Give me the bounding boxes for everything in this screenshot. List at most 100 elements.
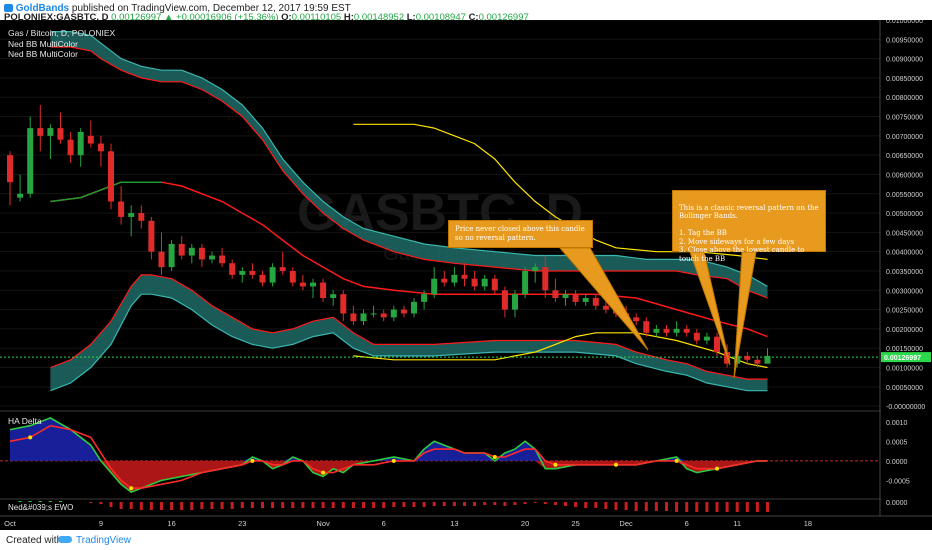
- price-change: +0.00016906 (+15.36%): [176, 12, 279, 23]
- ewo-bar: [109, 502, 113, 507]
- tradingview-brand[interactable]: TradingView: [76, 535, 132, 546]
- bb-middle-line-green: [50, 181, 162, 203]
- legend-indicator-2[interactable]: Ned BB MultiColor: [8, 49, 78, 59]
- candle-body: [178, 243, 185, 256]
- ewo-bar: [149, 502, 153, 510]
- candle-body: [380, 313, 387, 318]
- ha-cross-marker: [674, 458, 679, 463]
- candle-body: [289, 270, 296, 283]
- price-tick-label: 0.00900000: [886, 57, 923, 64]
- ewo-bar: [99, 502, 103, 504]
- candle-body: [714, 336, 720, 353]
- ewo-bar: [271, 502, 275, 508]
- ha-delta-title: HA Delta: [8, 416, 42, 426]
- candle-body: [168, 243, 175, 268]
- candle-body: [471, 278, 478, 287]
- ewo-bar: [281, 502, 285, 508]
- chart-header: GoldBands published on TradingView.com, …: [0, 0, 932, 23]
- ewo-bar: [533, 502, 537, 503]
- time-tick-label: Nov: [316, 519, 330, 528]
- candle-body: [87, 135, 94, 144]
- candle-body: [663, 328, 670, 333]
- ewo-bar: [463, 502, 466, 506]
- ewo-bar: [594, 502, 598, 508]
- ha-tick-label: 0.0000: [886, 459, 908, 466]
- time-tick-label: Dec: [619, 519, 633, 528]
- ewo-bar: [48, 501, 52, 502]
- time-tick-label: 9: [99, 519, 103, 528]
- ewo-bar: [18, 501, 22, 502]
- annotation-classic-reversal[interactable]: This is a classic reversal pattern on th…: [672, 190, 826, 263]
- ha-cross-marker: [129, 486, 134, 491]
- ewo-bar: [301, 502, 305, 508]
- ewo-bar: [382, 502, 386, 508]
- ewo-bar: [372, 502, 376, 508]
- ewo-bar: [614, 502, 618, 510]
- author-link[interactable]: GoldBands: [15, 3, 70, 14]
- price-tick-label: 0.00800000: [886, 95, 923, 102]
- price-chart-svg[interactable]: GASBTC, D Gas / Bitcoin 0.010000000.0095…: [0, 18, 932, 530]
- candle-body: [188, 247, 195, 256]
- legend-indicator-1[interactable]: Ned BB MultiColor: [8, 39, 78, 49]
- chart-area[interactable]: GASBTC, D Gas / Bitcoin 0.010000000.0095…: [0, 18, 932, 530]
- bb-inner-upper-line: [50, 46, 768, 299]
- tradingview-cloud-icon: [58, 536, 72, 543]
- ewo-tick-label: 0.0000: [886, 500, 908, 507]
- ewo-bar: [230, 502, 234, 509]
- up-triangle-icon: ▲: [164, 12, 174, 23]
- ewo-bar: [412, 502, 416, 507]
- ewo-bar: [725, 502, 729, 512]
- ewo-bar: [452, 502, 456, 506]
- price-tick-label: 0.00200000: [886, 327, 923, 334]
- pointer-no-reversal: [558, 247, 649, 351]
- candle-body: [269, 267, 276, 283]
- ewo-bar: [766, 502, 769, 512]
- ha-cross-marker: [715, 466, 719, 471]
- ewo-bar: [735, 502, 739, 512]
- price-tick-label: 0.00550000: [886, 192, 923, 199]
- ha-negative-fill: [10, 460, 768, 493]
- ewo-bar: [392, 502, 396, 507]
- tradingview-logo-icon: [4, 4, 13, 12]
- candle-body: [158, 251, 165, 268]
- ewo-bar: [261, 502, 264, 508]
- ha-signal-line: [9, 424, 768, 489]
- ewo-bar: [442, 502, 446, 506]
- ewo-bar: [321, 502, 325, 508]
- ewo-bar: [331, 502, 335, 508]
- ewo-bar: [38, 501, 42, 502]
- time-tick-label: 16: [167, 519, 175, 528]
- candle-body: [744, 355, 751, 360]
- time-axis[interactable]: Oct 9 16 23 Nov 6 13 20 25 Dec 6 11 18: [0, 515, 932, 530]
- candle-body: [562, 294, 569, 299]
- candle-body: [572, 294, 579, 302]
- candle-body: [552, 290, 559, 299]
- open-value: 0.00110105: [291, 12, 342, 23]
- candle-body: [693, 332, 700, 341]
- price-tick-label: 0.00700000: [886, 134, 923, 141]
- candle-body: [754, 359, 761, 364]
- ha-cross-marker: [321, 470, 326, 475]
- candle-body: [330, 294, 337, 299]
- candle-body: [411, 301, 417, 314]
- candle-body: [501, 290, 508, 310]
- candle-body: [451, 274, 458, 283]
- candle-body: [370, 313, 377, 315]
- ha-cross-marker: [492, 454, 497, 459]
- ewo-bar: [523, 502, 527, 504]
- candle-body: [27, 128, 34, 194]
- price-tick-label: 0.00750000: [886, 115, 923, 122]
- close-label: C:: [468, 12, 479, 23]
- candle-body: [400, 309, 407, 314]
- ewo-bar: [644, 502, 648, 511]
- ha-cross-marker: [28, 435, 33, 440]
- ewo-bar: [665, 502, 668, 511]
- ewo-bar: [745, 502, 749, 512]
- time-tick-label: 6: [382, 519, 386, 528]
- annotation-classic-reversal-text: This is a classic reversal pattern on th…: [679, 203, 819, 263]
- ewo-bar: [341, 502, 345, 508]
- price-axis[interactable]: 0.01000000 0.00950000 0.00900000 0.00850000…: [881, 18, 932, 516]
- candle-body: [431, 278, 438, 295]
- candle-body: [592, 298, 599, 306]
- annotation-no-reversal[interactable]: Price never closed above this candle so …: [448, 220, 593, 248]
